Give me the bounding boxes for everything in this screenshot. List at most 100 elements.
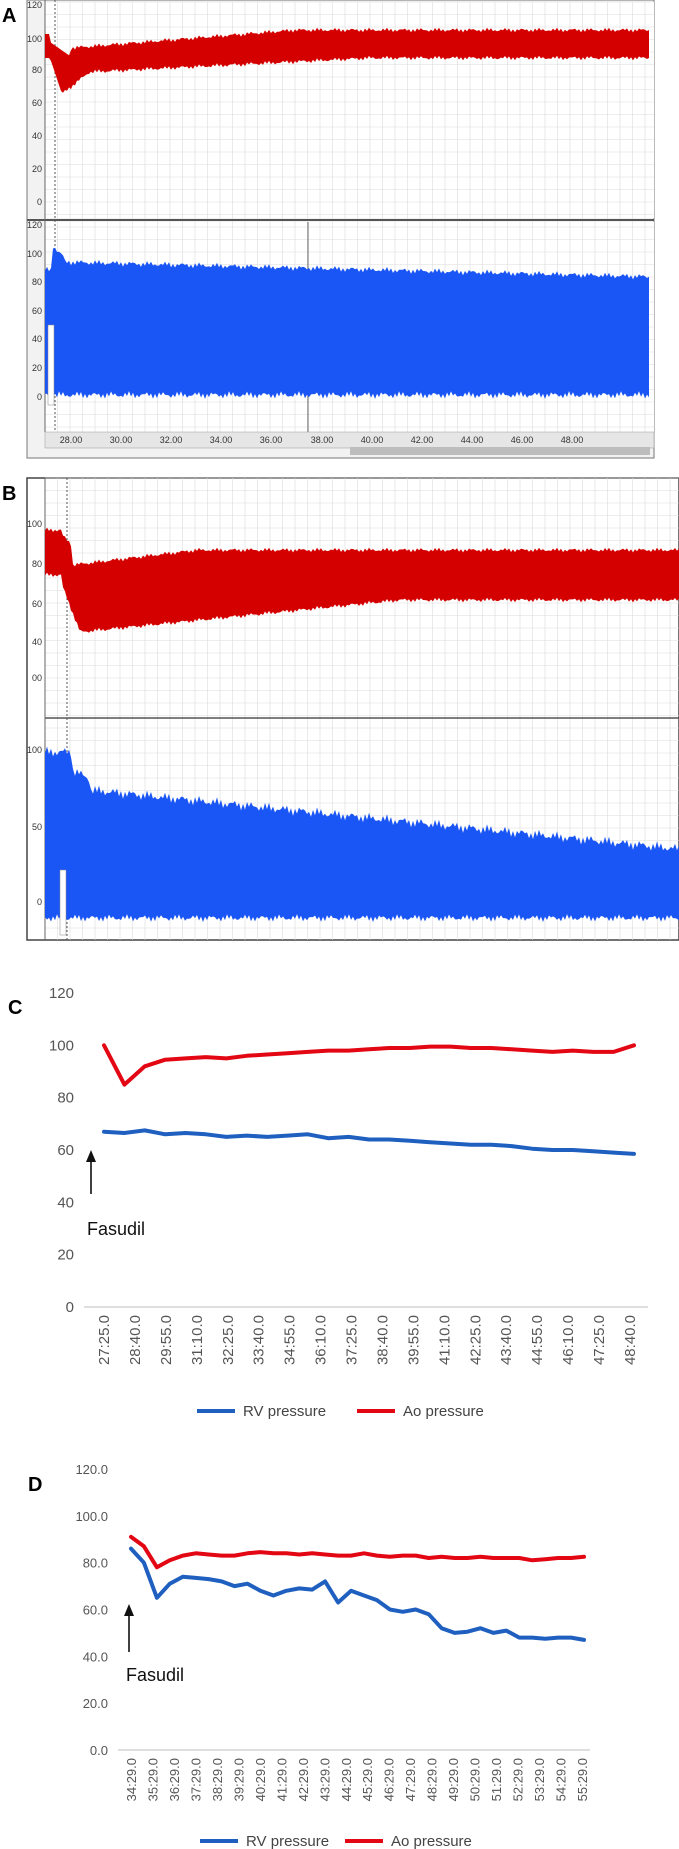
x-tick-label: 50:29.0	[468, 1758, 483, 1801]
x-tick-label: 42:25.0	[467, 1315, 484, 1365]
panel-d-arrowhead	[124, 1604, 134, 1616]
panel-a-time-ticks: 28.00 30.00 32.00 34.00 36.00 38.00 40.0…	[60, 435, 584, 445]
a-top-tick-4: 40	[32, 131, 42, 141]
a-bot-tick-1: 100	[27, 249, 42, 259]
a-top-tick-2: 80	[32, 65, 42, 75]
b-top-tick-3: 40	[32, 637, 42, 647]
x-tick-label: 44:29.0	[339, 1758, 354, 1801]
x-tick-label: 52:29.0	[511, 1758, 526, 1801]
x-tick-label: 34:29.0	[124, 1758, 139, 1801]
x-tick-label: 42:29.0	[296, 1758, 311, 1801]
panel-a-ao-trace	[45, 27, 649, 93]
y-tick-label: 60.0	[83, 1603, 108, 1618]
series-line-rv-pressure	[102, 1128, 636, 1156]
panel-letter-b: B	[2, 483, 16, 505]
legend-label: Ao pressure	[403, 1403, 484, 1420]
y-tick-label: 20	[57, 1247, 74, 1264]
x-tick-label: 48:40.0	[622, 1315, 639, 1365]
x-tick-label: 31:10.0	[189, 1315, 206, 1365]
b-top-tick-4: 00	[32, 673, 42, 683]
x-tick-label: 27:25.0	[96, 1315, 113, 1365]
b-bot-tick-0: 100	[27, 745, 42, 755]
x-tick-label: 39:29.0	[231, 1758, 246, 1801]
y-tick-label: 120.0	[75, 1462, 108, 1477]
y-tick-label: 100.0	[75, 1509, 108, 1524]
panel-a-marker-label	[47, 324, 55, 406]
x-tick-label: 37:29.0	[188, 1758, 203, 1801]
panel-c: C 0 20 40 60 80 100 120 27:25.0 28:40.0 29:55.0 31…	[8, 985, 648, 1420]
series-line-rv-pressure	[129, 1546, 586, 1642]
panel-letter-a: A	[2, 5, 16, 27]
panel-c-arrowhead	[86, 1150, 96, 1162]
x-tick-label: 37:25.0	[344, 1315, 361, 1365]
x-tick-label: 36:29.0	[167, 1758, 182, 1801]
x-tick-label: 46:29.0	[382, 1758, 397, 1801]
x-tick-label: 39:55.0	[405, 1315, 422, 1365]
panel-c-chart: 0 20 40 60 80 100 120 27:25.0 28:40.0 29:55.0 31:1…	[49, 985, 648, 1420]
panel-b-top-y-ticks: 100 80 60 40 00	[27, 519, 42, 683]
y-tick-label: 40.0	[83, 1649, 108, 1664]
panel-b-ao-trace	[45, 527, 679, 633]
y-tick-label: 40	[57, 1194, 74, 1211]
x-tick-label: 41:10.0	[436, 1315, 453, 1365]
x-tick-label: 49:29.0	[446, 1758, 461, 1801]
a-top-tick-0: 120	[27, 0, 42, 10]
a-time-tick-3: 34.00	[210, 435, 233, 445]
a-time-tick-10: 48.00	[561, 435, 584, 445]
panel-c-annotation: Fasudil	[87, 1219, 145, 1239]
a-time-tick-0: 28.00	[60, 435, 83, 445]
y-tick-label: 0.0	[90, 1743, 108, 1758]
x-tick-label: 38:40.0	[374, 1315, 391, 1365]
x-tick-label: 34:55.0	[282, 1315, 299, 1365]
y-tick-label: 60	[57, 1142, 74, 1159]
y-tick-label: 100	[49, 1037, 74, 1054]
y-tick-label: 0	[66, 1299, 74, 1316]
panel-a-top-y-ticks: 120 100 80 60 40 20 0	[27, 0, 42, 207]
a-time-tick-4: 36.00	[260, 435, 283, 445]
x-tick-label: 38:29.0	[210, 1758, 225, 1801]
x-tick-label: 54:29.0	[554, 1758, 569, 1801]
panel-a-rv-trace	[45, 247, 649, 399]
a-bot-tick-4: 40	[32, 334, 42, 344]
a-top-tick-1: 100	[27, 34, 42, 44]
panel-a-scrollbar[interactable]	[350, 447, 650, 455]
a-top-tick-3: 60	[32, 98, 42, 108]
b-bot-tick-1: 50	[32, 822, 42, 832]
x-tick-label: 47:25.0	[591, 1315, 608, 1365]
panel-d-chart: 0.0 20.0 40.0 60.0 80.0 100.0 120.0 34:29.0 35:2…	[75, 1462, 590, 1849]
a-time-tick-1: 30.00	[110, 435, 133, 445]
panel-letter-c: C	[8, 997, 22, 1019]
x-tick-label: 47:29.0	[403, 1758, 418, 1801]
x-tick-label: 33:40.0	[251, 1315, 268, 1365]
panel-d-annotation: Fasudil	[126, 1665, 184, 1685]
a-bot-tick-5: 20	[32, 363, 42, 373]
panel-a: 120 100 80 60 40 20 0 120 100 80 60 40 2…	[2, 0, 655, 459]
b-top-tick-2: 60	[32, 599, 42, 609]
x-tick-label: 41:29.0	[274, 1758, 289, 1801]
a-bot-tick-3: 60	[32, 306, 42, 316]
b-bot-tick-2: 0	[37, 897, 42, 907]
x-tick-label: 29:55.0	[158, 1315, 175, 1365]
x-tick-label: 48:29.0	[425, 1758, 440, 1801]
x-tick-label: 44:55.0	[529, 1315, 546, 1365]
panel-b-marker-label	[59, 869, 67, 936]
legend-label: Ao pressure	[391, 1833, 472, 1849]
a-time-tick-2: 32.00	[160, 435, 183, 445]
a-time-tick-5: 38.00	[311, 435, 334, 445]
x-tick-label: 43:29.0	[317, 1758, 332, 1801]
x-tick-label: 43:40.0	[498, 1315, 515, 1365]
panel-d: D 0.0 20.0 40.0 60.0 80.0 100.0 120.0 34:29.0 35…	[28, 1462, 590, 1849]
x-tick-label: 51:29.0	[489, 1758, 504, 1801]
b-top-tick-0: 100	[27, 519, 42, 529]
series-line-ao-pressure	[102, 1043, 636, 1087]
panel-b: 100 80 60 40 00 100 50 0 B	[2, 477, 679, 941]
x-tick-label: 45:29.0	[360, 1758, 375, 1801]
panel-a-bottom-y-ticks: 120 100 80 60 40 20 0	[27, 220, 42, 402]
b-top-tick-1: 80	[32, 559, 42, 569]
x-tick-label: 46:10.0	[560, 1315, 577, 1365]
panel-letter-d: D	[28, 1474, 42, 1496]
a-time-tick-7: 42.00	[411, 435, 434, 445]
series-line-ao-pressure	[129, 1534, 586, 1570]
a-bot-tick-0: 120	[27, 220, 42, 230]
